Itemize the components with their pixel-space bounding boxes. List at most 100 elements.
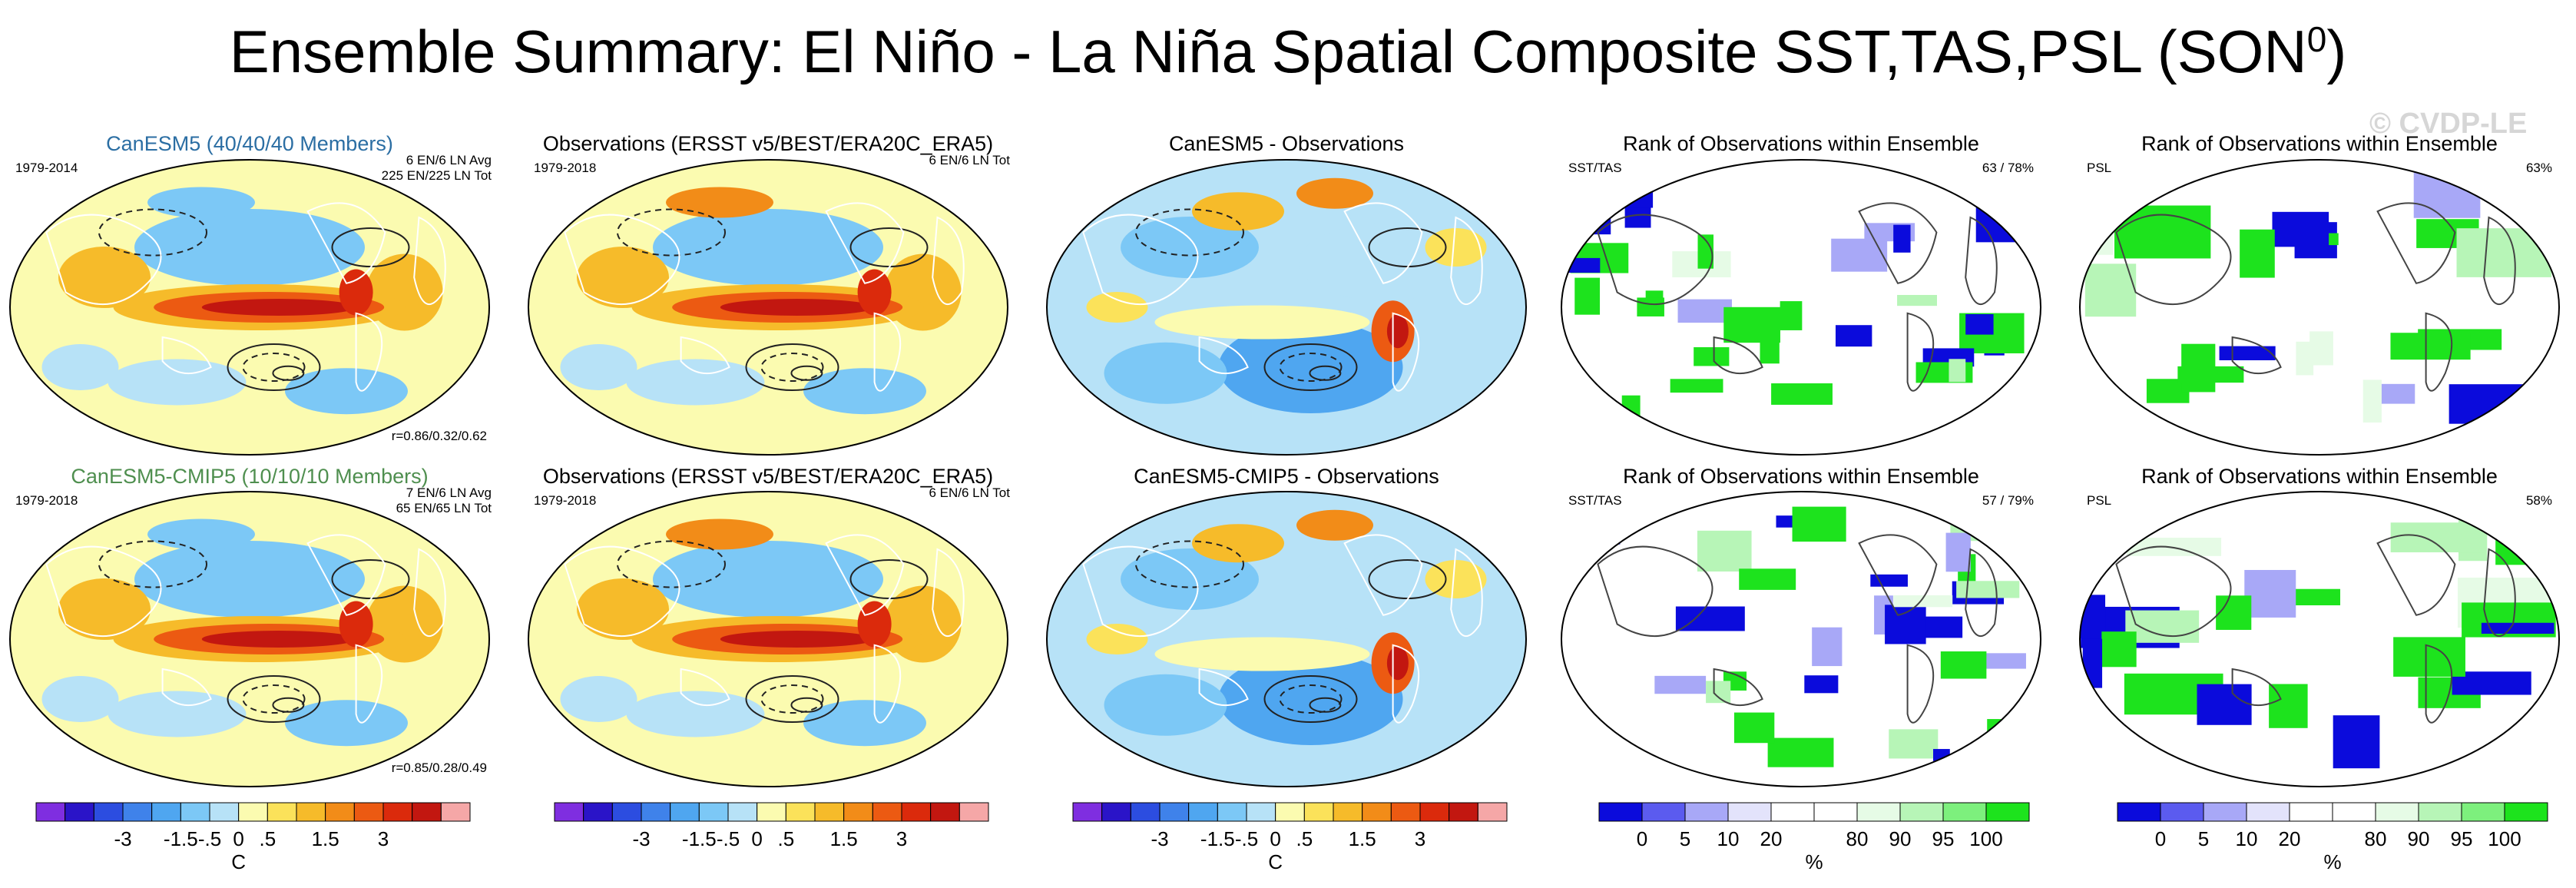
colorbar-0-tick-3: 0 xyxy=(233,827,244,850)
map-r0c4 xyxy=(2079,159,2560,456)
pattern-correlation-r0c0: r=0.86/0.32/0.62 xyxy=(391,429,487,443)
colorbar-3-swatch-6 xyxy=(1856,802,1901,822)
colorbar-4-tick-1: 5 xyxy=(2197,827,2210,850)
colorbar-2-swatch-3 xyxy=(1159,802,1190,822)
colorbar-2-tick-4: .5 xyxy=(1296,827,1313,850)
map-r1c1 xyxy=(528,491,1008,787)
colorbar-1-swatch-10 xyxy=(843,802,873,822)
panel-title-r0c1: Observations (ERSST v5/BEST/ERA20C_ERA5) xyxy=(542,132,994,155)
colorbar-1-tick-1: -1.5 xyxy=(681,827,717,850)
colorbar-1-swatch-3 xyxy=(641,802,671,822)
map-r1c4 xyxy=(2079,491,2560,787)
panel-title-r0c4: Rank of Observations within Ensemble xyxy=(2141,132,2498,155)
colorbar-4-swatch-8 xyxy=(2461,802,2505,822)
colorbar-2-swatch-9 xyxy=(1333,802,1363,822)
watermark: © CVDP-LE xyxy=(2369,108,2528,140)
map-r0c2 xyxy=(1046,159,1527,456)
colorbar-1-swatch-0 xyxy=(554,802,584,822)
map-r0c3 xyxy=(1561,159,2041,456)
colorbar-4-tick-3: 20 xyxy=(2278,827,2301,850)
panel-title-r1c4: Rank of Observations within Ensemble xyxy=(2141,465,2498,488)
colorbar-4-swatch-1 xyxy=(2160,802,2204,822)
colorbar-1-swatch-4 xyxy=(670,802,700,822)
colorbar-0-tick-5: 1.5 xyxy=(311,827,339,850)
colorbar-4-swatch-6 xyxy=(2375,802,2419,822)
colorbar-1-tick-5: 1.5 xyxy=(829,827,858,850)
colorbar-2-swatch-14 xyxy=(1477,802,1508,822)
colorbar-2-tick-0: -3 xyxy=(1151,827,1169,850)
colorbar-1-swatch-2 xyxy=(611,802,642,822)
figure-title: Ensemble Summary: El Niño - La Niña Spat… xyxy=(229,18,2347,85)
rank-variable-r0c4: PSL xyxy=(2087,161,2112,175)
colorbar-2-swatch-12 xyxy=(1419,802,1450,822)
colorbar-0-swatch-7 xyxy=(238,802,268,822)
rank-percent-r1c4: 58% xyxy=(2525,493,2552,508)
member-count-r0c0-0: 6 EN/6 LN Avg xyxy=(406,153,492,167)
colorbar-4-swatch-7 xyxy=(2418,802,2462,822)
colorbar-4-unit: % xyxy=(2323,850,2342,873)
colorbar-2-unit: C xyxy=(1268,850,1283,873)
colorbar-4-tick-7: 100 xyxy=(2488,827,2521,850)
colorbar-3-tick-4: 80 xyxy=(1846,827,1869,850)
colorbar-4-swatch-2 xyxy=(2203,802,2247,822)
period-label-r1c1: 1979-2018 xyxy=(534,493,597,508)
panel-title-r1c0: CanESM5-CMIP5 (10/10/10 Members) xyxy=(71,465,429,488)
colorbar-2-swatch-13 xyxy=(1449,802,1478,822)
colorbar-1-tick-6: 3 xyxy=(896,827,908,850)
member-count-r1c1-0: 6 EN/6 LN Tot xyxy=(929,485,1010,500)
colorbar-3-unit: % xyxy=(1805,850,1823,873)
map-r0c0 xyxy=(9,159,490,456)
colorbar-1 xyxy=(554,802,989,822)
colorbar-4-swatch-3 xyxy=(2246,802,2290,822)
colorbar-0-swatch-2 xyxy=(93,802,124,822)
colorbar-2-swatch-2 xyxy=(1130,802,1161,822)
colorbar-0-swatch-13 xyxy=(412,802,442,822)
colorbar-0-swatch-11 xyxy=(353,802,384,822)
panel-title-r0c0: CanESM5 (40/40/40 Members) xyxy=(106,132,393,155)
colorbar-2-tick-3: 0 xyxy=(1270,827,1281,850)
period-label-r0c0: 1979-2014 xyxy=(15,161,78,175)
colorbar-1-tick-4: .5 xyxy=(777,827,795,850)
colorbar-0-swatch-1 xyxy=(65,802,94,822)
colorbar-2-swatch-4 xyxy=(1188,802,1218,822)
colorbar-0-swatch-3 xyxy=(122,802,153,822)
colorbar-1-tick-0: -3 xyxy=(632,827,651,850)
member-count-r0c0-1: 225 EN/225 LN Tot xyxy=(381,168,492,183)
panel-title-r1c3: Rank of Observations within Ensemble xyxy=(1623,465,1979,488)
colorbar-0 xyxy=(35,802,471,822)
colorbar-3-tick-1: 5 xyxy=(1679,827,1691,850)
colorbar-2-tick-6: 3 xyxy=(1414,827,1426,850)
colorbar-0-tick-6: 3 xyxy=(377,827,389,850)
colorbar-3-swatch-9 xyxy=(1985,802,2030,822)
colorbar-2-swatch-10 xyxy=(1362,802,1392,822)
rank-variable-r1c3: SST/TAS xyxy=(1568,493,1622,508)
map-r1c2 xyxy=(1046,491,1527,787)
member-count-r1c0-1: 65 EN/65 LN Tot xyxy=(396,501,492,515)
colorbar-4-swatch-5 xyxy=(2332,802,2376,822)
colorbar-4-tick-6: 95 xyxy=(2450,827,2473,850)
period-label-r0c1: 1979-2018 xyxy=(534,161,597,175)
colorbar-1-swatch-6 xyxy=(727,802,758,822)
colorbar-2-tick-2: -.5 xyxy=(1234,827,1259,850)
colorbar-4 xyxy=(2117,802,2548,822)
colorbar-3-swatch-8 xyxy=(1942,802,1987,822)
colorbar-0-tick-2: -.5 xyxy=(197,827,222,850)
colorbar-3-tick-7: 100 xyxy=(1969,827,2003,850)
colorbar-1-swatch-9 xyxy=(814,802,845,822)
colorbar-3-tick-5: 90 xyxy=(1889,827,1912,850)
member-count-r0c1-0: 6 EN/6 LN Tot xyxy=(929,153,1010,167)
colorbar-1-swatch-11 xyxy=(872,802,902,822)
colorbar-0-swatch-0 xyxy=(35,802,66,822)
colorbar-0-tick-1: -1.5 xyxy=(163,827,198,850)
period-label-r1c0: 1979-2018 xyxy=(15,493,78,508)
colorbar-1-swatch-14 xyxy=(959,802,989,822)
panel-title-r0c2: CanESM5 - Observations xyxy=(1168,132,1405,155)
colorbar-2-swatch-8 xyxy=(1303,802,1334,822)
colorbar-4-swatch-4 xyxy=(2289,802,2333,822)
colorbar-0-swatch-9 xyxy=(296,802,326,822)
colorbar-2 xyxy=(1072,802,1508,822)
colorbar-2-swatch-1 xyxy=(1101,802,1131,822)
colorbar-4-tick-5: 90 xyxy=(2407,827,2430,850)
colorbar-0-swatch-10 xyxy=(325,802,355,822)
colorbar-0-unit: C xyxy=(231,850,247,873)
